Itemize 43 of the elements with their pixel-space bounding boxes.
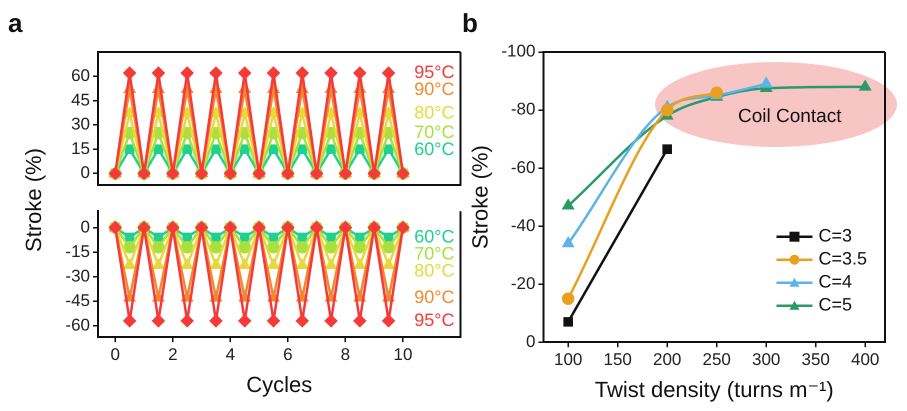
y-tick-label: -15	[65, 242, 90, 261]
y-tick-label: 0	[526, 332, 536, 351]
y-tick-label: 0	[80, 217, 90, 236]
chart-title: a	[8, 8, 22, 39]
x-tick-label: 8	[340, 345, 350, 364]
annotation: Coil Contact	[738, 106, 842, 128]
x-tick-label: 0	[110, 345, 120, 364]
y-tick-label: 0	[80, 163, 90, 182]
y-tick-label: 30	[71, 114, 90, 134]
y-tick-label: -60	[65, 315, 90, 334]
y-tick-label: -100	[501, 42, 536, 61]
x-tick-label: 200	[652, 350, 682, 370]
series-label: 90°C	[414, 286, 454, 307]
y-tick-label: 15	[71, 138, 90, 158]
y-tick-label: 60	[71, 66, 90, 85]
y-tick-label: -40	[510, 216, 536, 235]
chart-title: b	[462, 8, 478, 39]
series-label: 95°C	[414, 310, 454, 330]
x-tick-label: 100	[554, 350, 582, 370]
x-tick-label: 10	[394, 345, 412, 364]
y-axis-title: Stroke (%)	[21, 148, 47, 252]
x-tick-label: 300	[752, 350, 780, 370]
y-tick-label: 45	[71, 90, 90, 110]
x-axis-title: Cycles	[246, 372, 312, 397]
y-tick-label: -60	[510, 158, 536, 177]
x-tick-label: 250	[702, 350, 731, 370]
x-axis-title: Twist density (turns m⁻¹)	[594, 376, 834, 402]
x-tick-label: 4	[226, 345, 236, 364]
x-tick-label: 150	[603, 350, 632, 370]
y-axis-title: Stroke (%)	[467, 145, 492, 250]
x-tick-label: 350	[802, 350, 830, 370]
y-tick-label: -20	[510, 274, 536, 293]
y-tick-label: -30	[65, 266, 90, 286]
legend-label: C=4	[818, 272, 852, 292]
legend-label: C=3.5	[818, 248, 868, 269]
x-tick-label: 6	[283, 345, 293, 364]
legend-label: C=3	[818, 226, 852, 246]
legend-label: C=5	[818, 294, 852, 315]
x-tick-label: 2	[168, 345, 178, 364]
y-tick-label: -80	[510, 100, 536, 119]
y-tick-label: -45	[65, 290, 90, 310]
series-label: 80°C	[414, 102, 454, 123]
x-tick-label: 400	[851, 350, 880, 370]
